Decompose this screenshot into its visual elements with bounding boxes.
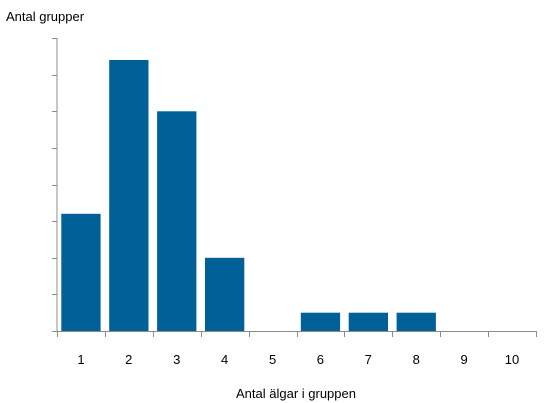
bar-4: [205, 257, 245, 332]
bars-group: [61, 60, 436, 332]
x-tick-label-9: 9: [460, 352, 467, 367]
x-tick-label-10: 10: [505, 352, 519, 367]
bar-2: [109, 60, 149, 331]
x-tick-label-5: 5: [269, 352, 276, 367]
x-tick-label-6: 6: [317, 352, 324, 367]
axes-group: [52, 38, 537, 337]
x-tick-label-2: 2: [125, 352, 132, 367]
x-axis-label: Antal älgar i gruppen: [236, 386, 356, 401]
x-tick-labels-group: 1 2 3 4 5 6 7 8 9 10: [77, 352, 519, 367]
x-tick-label-3: 3: [173, 352, 180, 367]
bar-7: [348, 312, 388, 331]
x-tick-label-8: 8: [413, 352, 420, 367]
y-axis-label: Antal grupper: [6, 9, 85, 24]
bar-8: [396, 312, 436, 331]
x-tick-label-4: 4: [221, 352, 228, 367]
bar-6: [300, 312, 341, 331]
x-tick-label-1: 1: [77, 352, 84, 367]
bar-1: [61, 213, 101, 331]
bar-3: [157, 111, 197, 332]
x-tick-label-7: 7: [365, 352, 372, 367]
